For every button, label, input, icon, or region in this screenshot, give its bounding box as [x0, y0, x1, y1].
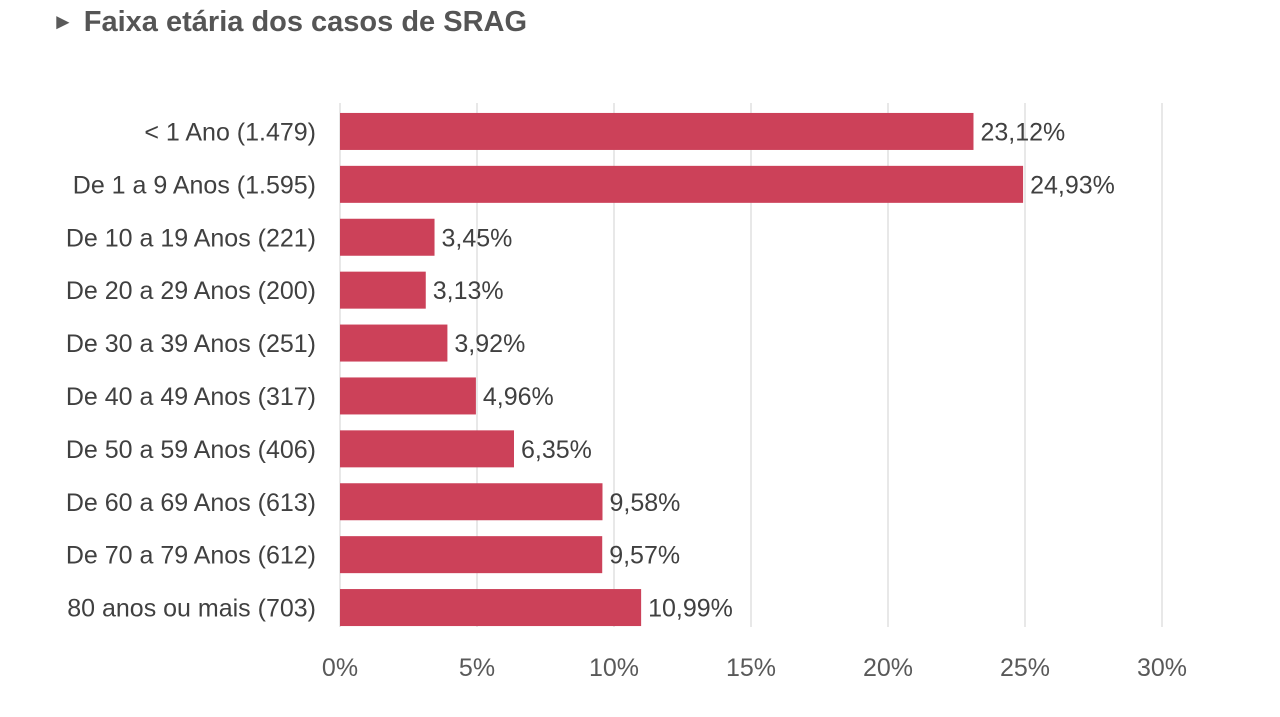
- bar: [340, 430, 514, 468]
- data-label: 23,12%: [980, 118, 1065, 146]
- triangle-marker-icon: ►: [52, 9, 74, 34]
- bar: [340, 112, 974, 150]
- x-tick-label: 25%: [1000, 654, 1050, 682]
- data-label: 3,45%: [442, 224, 513, 252]
- bar: [340, 589, 642, 627]
- bar: [340, 483, 603, 521]
- category-labels: < 1 Ano (1.479) De 1 a 9 Anos (1.595) De 1…: [66, 118, 316, 622]
- bar: [340, 324, 448, 362]
- category-label: De 60 a 69 Anos (613): [66, 489, 316, 517]
- category-label: De 70 a 79 Anos (612): [66, 542, 316, 570]
- x-tick-label: 15%: [726, 654, 776, 682]
- x-tick-label: 10%: [589, 654, 639, 682]
- bar: [340, 165, 1024, 203]
- x-tick-label: 30%: [1137, 654, 1187, 682]
- category-label: De 30 a 39 Anos (251): [66, 330, 316, 358]
- data-label: 3,92%: [454, 330, 525, 358]
- category-label: De 10 a 19 Anos (221): [66, 224, 316, 252]
- value-labels: 23,12% 24,93% 3,45% 3,13% 3,92% 4,96% 6,35% 9,5…: [433, 118, 1115, 622]
- bar: [340, 271, 426, 309]
- data-label: 6,35%: [521, 436, 592, 464]
- bar: [340, 377, 476, 415]
- x-tick-label: 5%: [459, 654, 495, 682]
- category-label: De 40 a 49 Anos (317): [66, 383, 316, 411]
- bar: [340, 536, 603, 574]
- category-label: De 50 a 59 Anos (406): [66, 436, 316, 464]
- category-label: < 1 Ano (1.479): [144, 118, 316, 146]
- x-tick-labels: 0% 5% 10% 15% 20% 25% 30%: [322, 654, 1187, 682]
- x-tick-label: 20%: [863, 654, 913, 682]
- category-label: 80 anos ou mais (703): [67, 595, 316, 623]
- bar: [340, 218, 435, 256]
- chart-title: Faixa etária dos casos de SRAG: [83, 5, 528, 38]
- data-label: 3,13%: [433, 277, 504, 305]
- data-label: 4,96%: [483, 383, 554, 411]
- x-tick-label: 0%: [322, 654, 358, 682]
- category-label: De 1 a 9 Anos (1.595): [73, 171, 316, 199]
- category-label: De 20 a 29 Anos (200): [66, 277, 316, 305]
- data-label: 9,58%: [609, 489, 680, 517]
- bars: [340, 112, 1024, 627]
- data-label: 9,57%: [609, 542, 680, 570]
- data-label: 10,99%: [648, 595, 733, 623]
- chart-header: ► Faixa etária dos casos de SRAG: [52, 2, 527, 42]
- data-label: 24,93%: [1030, 171, 1115, 199]
